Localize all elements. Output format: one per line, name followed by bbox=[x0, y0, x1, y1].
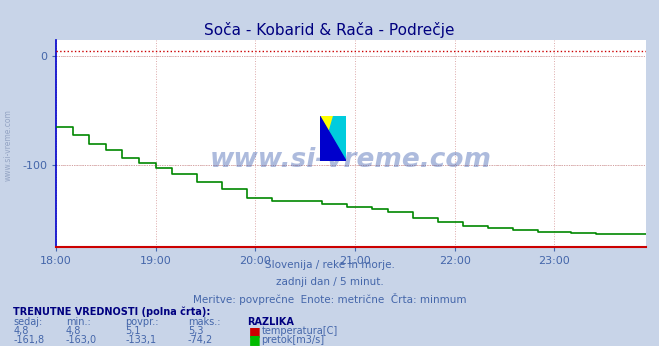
Text: ■: ■ bbox=[249, 333, 261, 346]
Text: Soča - Kobarid & Rača - Podrečje: Soča - Kobarid & Rača - Podrečje bbox=[204, 22, 455, 38]
Text: 5,1: 5,1 bbox=[125, 326, 141, 336]
Text: Meritve: povprečne  Enote: metrične  Črta: minmum: Meritve: povprečne Enote: metrične Črta:… bbox=[192, 293, 467, 305]
Text: pretok[m3/s]: pretok[m3/s] bbox=[262, 335, 325, 345]
Text: maks.:: maks.: bbox=[188, 317, 220, 327]
Text: -133,1: -133,1 bbox=[125, 335, 156, 345]
Text: Slovenija / reke in morje.: Slovenija / reke in morje. bbox=[264, 260, 395, 270]
Text: 5,3: 5,3 bbox=[188, 326, 204, 336]
Text: www.si-vreme.com: www.si-vreme.com bbox=[3, 109, 13, 181]
Text: zadnji dan / 5 minut.: zadnji dan / 5 minut. bbox=[275, 277, 384, 288]
Polygon shape bbox=[320, 116, 333, 161]
Text: www.si-vreme.com: www.si-vreme.com bbox=[210, 147, 492, 173]
Text: 4,8: 4,8 bbox=[13, 326, 28, 336]
Text: ■: ■ bbox=[249, 325, 261, 338]
Polygon shape bbox=[320, 116, 346, 161]
Text: 4,8: 4,8 bbox=[66, 326, 81, 336]
Text: -74,2: -74,2 bbox=[188, 335, 213, 345]
Text: povpr.:: povpr.: bbox=[125, 317, 159, 327]
Text: temperatura[C]: temperatura[C] bbox=[262, 326, 338, 336]
Text: min.:: min.: bbox=[66, 317, 91, 327]
Text: RAZLIKA: RAZLIKA bbox=[247, 317, 294, 327]
Text: -163,0: -163,0 bbox=[66, 335, 97, 345]
Text: -161,8: -161,8 bbox=[13, 335, 44, 345]
Text: TRENUTNE VREDNOSTI (polna črta):: TRENUTNE VREDNOSTI (polna črta): bbox=[13, 306, 211, 317]
Polygon shape bbox=[320, 116, 346, 161]
Text: sedaj:: sedaj: bbox=[13, 317, 42, 327]
